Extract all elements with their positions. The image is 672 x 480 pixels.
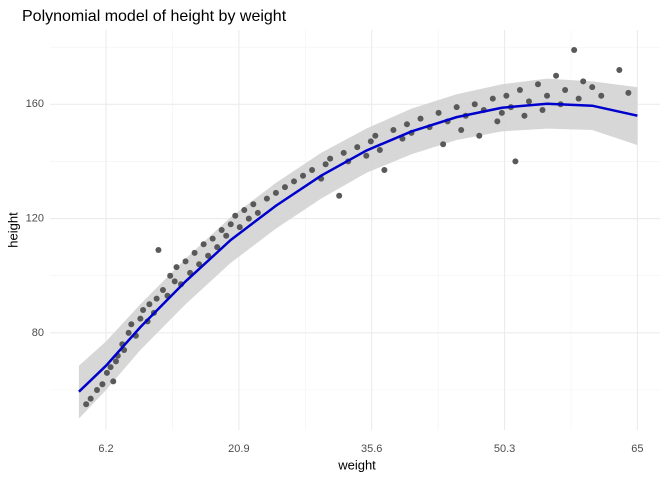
- point: [209, 235, 216, 242]
- point: [200, 241, 207, 248]
- point: [291, 178, 297, 185]
- point: [403, 121, 410, 128]
- x-axis-title: weight: [337, 457, 376, 472]
- point: [354, 144, 361, 151]
- point: [376, 147, 383, 153]
- point: [272, 189, 279, 196]
- point: [236, 224, 243, 231]
- point: [191, 249, 198, 256]
- y-tick-label: 120: [26, 212, 44, 224]
- point: [553, 72, 560, 79]
- point: [476, 132, 483, 139]
- x-tick-label: 50.3: [494, 443, 515, 455]
- point: [128, 321, 135, 328]
- point: [367, 138, 374, 145]
- point: [223, 232, 230, 239]
- point: [616, 67, 623, 73]
- point: [544, 92, 551, 99]
- point: [494, 118, 501, 125]
- point: [309, 167, 316, 173]
- fit-line: [78, 102, 638, 393]
- point: [453, 104, 460, 111]
- point: [300, 172, 307, 179]
- y-tick-label: 80: [32, 327, 44, 339]
- x-tick-label: 6.2: [98, 443, 113, 455]
- point: [417, 115, 424, 122]
- point: [281, 184, 288, 191]
- point: [173, 264, 180, 271]
- point: [107, 364, 114, 371]
- point: [625, 89, 632, 96]
- point: [535, 81, 541, 88]
- point: [521, 112, 528, 119]
- point: [575, 95, 582, 102]
- confidence-band: [78, 78, 638, 419]
- point: [250, 201, 257, 208]
- point: [110, 378, 117, 385]
- point: [516, 87, 523, 93]
- point: [146, 301, 153, 308]
- point: [489, 95, 496, 102]
- point: [539, 107, 546, 113]
- point: [322, 161, 329, 168]
- point: [167, 272, 174, 279]
- point: [241, 207, 248, 213]
- x-tick-label: 65: [631, 443, 643, 455]
- point: [254, 209, 261, 216]
- point: [171, 278, 178, 285]
- point: [83, 401, 90, 408]
- point: [498, 109, 505, 116]
- point: [137, 315, 144, 322]
- point: [155, 247, 162, 253]
- point: [227, 221, 234, 228]
- point: [125, 329, 132, 336]
- point: [245, 215, 252, 222]
- point: [327, 155, 334, 162]
- point: [458, 127, 465, 133]
- point: [336, 192, 343, 199]
- point: [598, 92, 605, 99]
- point: [372, 132, 379, 139]
- point: [218, 227, 225, 233]
- point: [205, 252, 212, 259]
- point: [99, 381, 106, 388]
- point: [196, 261, 203, 268]
- x-tick-label: 35.6: [361, 443, 382, 455]
- point: [589, 84, 596, 91]
- point: [580, 78, 587, 85]
- point: [390, 127, 397, 133]
- y-tick-label: 160: [26, 98, 44, 110]
- point: [140, 307, 147, 313]
- point: [159, 287, 166, 293]
- point: [525, 98, 532, 105]
- point: [93, 387, 100, 393]
- point: [263, 195, 270, 202]
- point: [87, 395, 94, 402]
- chart-title: Polynomial model of height by weight: [22, 8, 287, 25]
- point: [340, 149, 347, 156]
- point: [503, 92, 510, 99]
- point: [512, 158, 519, 165]
- point: [112, 358, 119, 365]
- point: [103, 369, 110, 376]
- point: [232, 212, 239, 219]
- point: [435, 109, 442, 116]
- point: [440, 141, 447, 148]
- point: [571, 47, 578, 53]
- x-tick-label: 20.9: [228, 443, 249, 455]
- point: [562, 87, 569, 93]
- point: [471, 101, 478, 108]
- point: [153, 295, 160, 302]
- y-axis-title: height: [5, 212, 20, 248]
- point: [363, 152, 370, 159]
- point: [381, 167, 388, 173]
- point: [182, 258, 189, 265]
- point: [214, 244, 221, 251]
